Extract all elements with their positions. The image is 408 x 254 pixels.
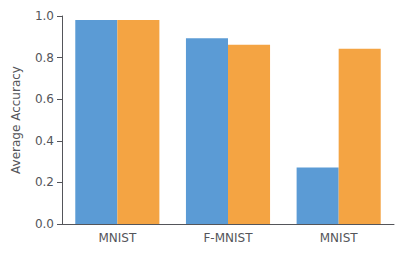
- svg-text:MNIST: MNIST: [320, 231, 358, 245]
- svg-text:0.6: 0.6: [35, 92, 54, 106]
- svg-text:0.2: 0.2: [35, 175, 54, 189]
- svg-text:0.4: 0.4: [35, 134, 54, 148]
- svg-text:MNIST: MNIST: [98, 231, 136, 245]
- svg-text:0.8: 0.8: [35, 51, 54, 65]
- svg-text:F-MNIST: F-MNIST: [203, 231, 253, 245]
- svg-text:Average Accuracy: Average Accuracy: [9, 66, 23, 174]
- svg-text:0.0: 0.0: [35, 217, 54, 231]
- svg-text:1.0: 1.0: [35, 9, 54, 23]
